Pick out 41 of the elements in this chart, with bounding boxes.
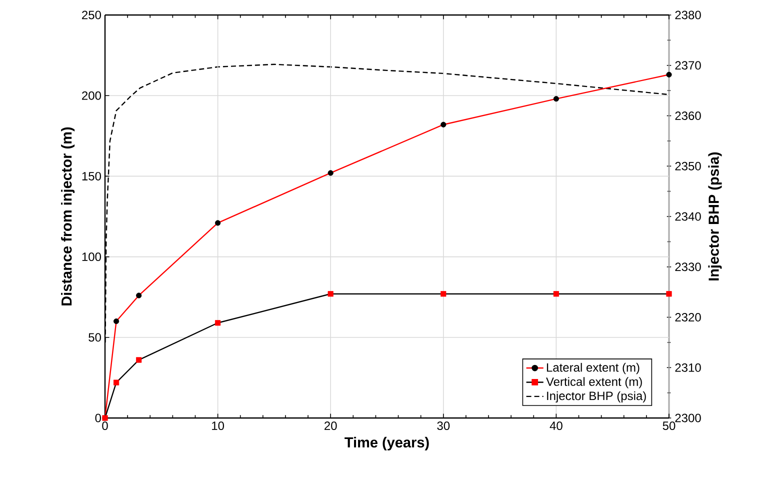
point	[136, 357, 142, 363]
x-axis-title: Time (years)	[344, 436, 429, 450]
x-tick-label: 0	[102, 422, 108, 430]
point	[328, 170, 334, 176]
point	[215, 220, 221, 226]
y-tick-label: 250	[82, 10, 102, 20]
y-tick-label: 50	[88, 333, 102, 342]
y2-tick-label: 2300	[675, 414, 701, 422]
x-tick-label: 20	[324, 422, 337, 430]
point	[215, 320, 221, 326]
y2-tick-label: 2350	[675, 162, 701, 170]
point	[553, 96, 560, 102]
point	[328, 291, 334, 297]
y2-tick-label: 2380	[675, 10, 701, 20]
point	[553, 291, 560, 297]
point	[136, 292, 142, 298]
y2-tick-label: 2360	[675, 112, 701, 120]
legend-label: Lateral extent (m)	[546, 362, 640, 374]
point	[666, 291, 672, 297]
y2-tick-label: 2320	[675, 313, 701, 322]
y2-tick-label: 2330	[675, 262, 701, 272]
point	[113, 380, 120, 386]
y-tick-label: 100	[82, 252, 102, 262]
y2-tick-label: 2370	[675, 61, 701, 70]
y2-tick-label: 2310	[675, 363, 701, 372]
point	[666, 72, 672, 78]
y-tick-label: 0	[95, 414, 102, 422]
y-tick-label: 200	[82, 91, 102, 100]
point	[113, 318, 120, 324]
point	[440, 291, 446, 297]
y-axis-title: Distance from injector (m)	[61, 127, 75, 306]
x-tick-label: 40	[550, 422, 562, 430]
point	[440, 122, 446, 128]
y2-axis-title: Injector BHP (psia)	[708, 152, 722, 280]
x-tick-label: 10	[212, 422, 224, 430]
x-tick-label: 30	[437, 422, 450, 430]
x-tick-label: 50	[662, 422, 676, 430]
y2-tick-label: 2340	[675, 212, 701, 221]
legend-label: Injector BHP (psia)	[547, 391, 646, 403]
legend-label: Vertical extent (m)	[546, 377, 642, 388]
y-tick-label: 150	[82, 172, 102, 180]
